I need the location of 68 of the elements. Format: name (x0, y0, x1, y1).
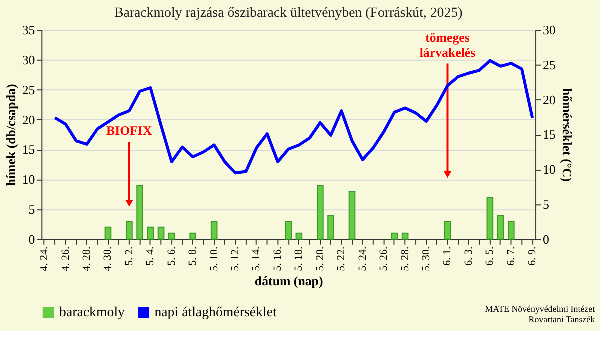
x-tick-label: 5. 26. (378, 246, 390, 272)
y2-axis-title: hőmérséklet (°C) (560, 88, 574, 182)
x-tick-label: 6. 3. (462, 246, 475, 266)
bar (104, 226, 112, 240)
bar (190, 232, 197, 240)
x-tick-label: 4. 30. (102, 246, 114, 272)
bar (210, 220, 218, 240)
y-tick-label: 35 (22, 24, 36, 38)
legend-label: barackmoly (60, 306, 126, 321)
y2-tick-label: 30 (542, 24, 556, 38)
x-tick-label: 5. 24. (356, 246, 369, 272)
y-tick-label: 15 (22, 143, 36, 158)
x-tick-label: 6. 1. (442, 246, 454, 266)
line-series (54, 59, 534, 175)
y-tick-label: 30 (22, 53, 36, 68)
bar (444, 220, 452, 240)
x-tick-label: 5. 20. (314, 246, 326, 272)
bar (328, 214, 334, 240)
x-tick-label: 5. 10. (208, 246, 220, 272)
y2-tick-label: 5 (542, 198, 550, 212)
x-tick-label: 6. 7. (505, 246, 518, 266)
bar (296, 232, 303, 240)
legend-label: napi átlaghőmérséklet (154, 306, 277, 321)
y-tick-label: 10 (22, 173, 36, 188)
bar (126, 220, 133, 240)
x-tick-label: 5. 2. (123, 246, 136, 266)
bar (158, 226, 165, 240)
x-tick-label: 5. 28. (399, 246, 412, 272)
bar (136, 185, 144, 240)
x-tick-label: 5. 18. (293, 246, 306, 272)
bar (391, 232, 398, 240)
bar (402, 232, 409, 240)
x-tick-label: 5. 8. (187, 246, 200, 266)
y2-tick-label: 10 (542, 163, 556, 178)
x-tick-label: 5. 22. (336, 246, 348, 272)
x-tick-label: 6. 9. (526, 246, 539, 266)
y-tick-label: 5 (28, 202, 36, 217)
y2-tick-label: 25 (542, 58, 556, 72)
y2-tick-label: 20 (542, 93, 556, 108)
y-tick-label: 20 (22, 113, 36, 128)
x-tick-label: 5. 4. (144, 246, 157, 266)
bar (168, 232, 176, 240)
x-tick-label: 4. 28. (80, 246, 93, 272)
bar (147, 226, 154, 240)
x-axis-title: dátum (nap) (254, 274, 324, 288)
x-tick-label: 4. 24. (38, 246, 51, 272)
chart-title: Barackmoly rajzása őszibarack ültetvényben (Forráskút, 2025) (114, 6, 464, 22)
bar (285, 220, 292, 240)
x-tick-label: 5. 16. (272, 246, 284, 272)
x-tick-label: 5. 6. (166, 246, 178, 266)
x-tick-label: 5. 30. (420, 246, 432, 272)
bar (497, 214, 504, 240)
y-axis-title: hímek (db/csapda) (4, 84, 18, 186)
bar (486, 197, 494, 240)
x-tick-label: 5. 14. (250, 246, 263, 272)
text: MATE Növényvédelmi Intézet Rovartani Tanszék (485, 304, 596, 325)
x-tick-label: 5. 12. (230, 246, 242, 272)
annotation: BIOFIX (106, 124, 154, 138)
x-tick-label: 6. 5. (484, 246, 496, 266)
bar (508, 220, 515, 240)
bar (348, 191, 356, 240)
x-tick-label: 4. 26. (60, 246, 72, 272)
y2-tick-label: 15 (542, 128, 556, 142)
y-tick-label: 0 (28, 232, 36, 247)
bar (317, 185, 324, 240)
annotation: tömeges lárvakelés (420, 30, 476, 60)
y2-tick-label: 0 (542, 232, 550, 247)
y-tick-label: 25 (22, 83, 36, 98)
